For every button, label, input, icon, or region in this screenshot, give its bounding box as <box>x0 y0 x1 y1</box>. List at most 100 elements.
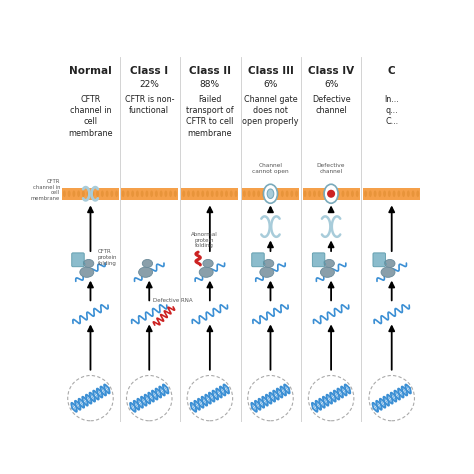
Ellipse shape <box>247 191 251 197</box>
Ellipse shape <box>122 191 125 197</box>
Ellipse shape <box>260 267 274 277</box>
FancyBboxPatch shape <box>72 253 84 267</box>
Ellipse shape <box>397 191 400 197</box>
Bar <box>62 188 119 200</box>
Ellipse shape <box>308 191 311 197</box>
Ellipse shape <box>192 191 195 197</box>
Ellipse shape <box>402 191 405 197</box>
Text: Class II: Class II <box>189 66 231 76</box>
Ellipse shape <box>322 191 326 197</box>
Ellipse shape <box>332 191 335 197</box>
Text: 6%: 6% <box>324 80 338 89</box>
Circle shape <box>248 375 293 421</box>
Ellipse shape <box>341 191 345 197</box>
Text: Class I: Class I <box>130 66 168 76</box>
Ellipse shape <box>243 191 246 197</box>
Ellipse shape <box>351 191 354 197</box>
Ellipse shape <box>264 259 274 267</box>
Ellipse shape <box>83 259 94 267</box>
Ellipse shape <box>252 191 255 197</box>
Text: 6%: 6% <box>263 80 278 89</box>
Text: Channel
cannot open: Channel cannot open <box>252 163 289 173</box>
Ellipse shape <box>197 191 200 197</box>
Ellipse shape <box>110 191 113 197</box>
Bar <box>182 188 238 200</box>
Circle shape <box>68 375 113 421</box>
Ellipse shape <box>96 191 99 197</box>
Circle shape <box>327 190 335 198</box>
Ellipse shape <box>318 191 321 197</box>
Ellipse shape <box>303 191 307 197</box>
Text: Defective RNA: Defective RNA <box>153 298 192 303</box>
Text: Abnormal
protein
folding: Abnormal protein folding <box>191 232 218 248</box>
Ellipse shape <box>101 191 104 197</box>
Text: In...
q...
C...: In... q... C... <box>384 95 399 127</box>
Ellipse shape <box>127 191 129 197</box>
Ellipse shape <box>364 191 367 197</box>
Ellipse shape <box>201 191 204 197</box>
Ellipse shape <box>87 191 90 197</box>
Ellipse shape <box>383 191 386 197</box>
Ellipse shape <box>164 191 167 197</box>
Ellipse shape <box>169 191 172 197</box>
Text: Failed
transport of
CFTR to cell
membrane: Failed transport of CFTR to cell membran… <box>186 95 234 137</box>
Ellipse shape <box>106 191 109 197</box>
Circle shape <box>308 375 354 421</box>
Ellipse shape <box>272 191 274 197</box>
Circle shape <box>187 375 233 421</box>
Text: C: C <box>388 66 395 76</box>
Bar <box>363 188 420 200</box>
Text: Normal: Normal <box>69 66 112 76</box>
Text: CFTR
channel in
cell
membrane: CFTR channel in cell membrane <box>68 95 113 137</box>
Text: 22%: 22% <box>139 80 159 89</box>
Ellipse shape <box>235 191 237 197</box>
Ellipse shape <box>136 191 139 197</box>
Ellipse shape <box>407 191 410 197</box>
Ellipse shape <box>131 191 134 197</box>
Ellipse shape <box>225 191 228 197</box>
Ellipse shape <box>327 191 330 197</box>
Ellipse shape <box>155 191 158 197</box>
Ellipse shape <box>142 259 153 267</box>
Ellipse shape <box>320 267 334 277</box>
Ellipse shape <box>337 191 340 197</box>
Ellipse shape <box>324 184 338 203</box>
Text: Class IV: Class IV <box>308 66 354 76</box>
Ellipse shape <box>199 267 213 277</box>
Bar <box>242 188 299 200</box>
Ellipse shape <box>77 191 80 197</box>
Ellipse shape <box>73 191 75 197</box>
Ellipse shape <box>174 191 177 197</box>
Ellipse shape <box>138 267 153 277</box>
Text: Defective
channel: Defective channel <box>317 163 346 173</box>
Ellipse shape <box>262 191 265 197</box>
Ellipse shape <box>80 267 94 277</box>
Ellipse shape <box>267 191 270 197</box>
Text: Class III: Class III <box>247 66 293 76</box>
Ellipse shape <box>276 191 279 197</box>
Ellipse shape <box>115 191 118 197</box>
Ellipse shape <box>91 191 94 197</box>
Ellipse shape <box>416 191 419 197</box>
Ellipse shape <box>187 191 190 197</box>
Ellipse shape <box>203 259 213 267</box>
Bar <box>302 188 360 200</box>
Ellipse shape <box>63 191 66 197</box>
Ellipse shape <box>220 191 223 197</box>
Ellipse shape <box>211 191 214 197</box>
Ellipse shape <box>324 259 334 267</box>
Ellipse shape <box>356 191 359 197</box>
Text: CFTR
channel in
cell
membrane: CFTR channel in cell membrane <box>31 179 60 201</box>
Ellipse shape <box>150 191 153 197</box>
Text: CFTR
protein
folding: CFTR protein folding <box>98 249 118 266</box>
Ellipse shape <box>378 191 381 197</box>
Text: 88%: 88% <box>200 80 220 89</box>
Ellipse shape <box>291 191 293 197</box>
Ellipse shape <box>385 259 395 267</box>
Ellipse shape <box>313 191 316 197</box>
Ellipse shape <box>381 267 395 277</box>
Bar <box>121 188 178 200</box>
Ellipse shape <box>346 191 349 197</box>
FancyBboxPatch shape <box>312 253 325 267</box>
Ellipse shape <box>392 191 395 197</box>
